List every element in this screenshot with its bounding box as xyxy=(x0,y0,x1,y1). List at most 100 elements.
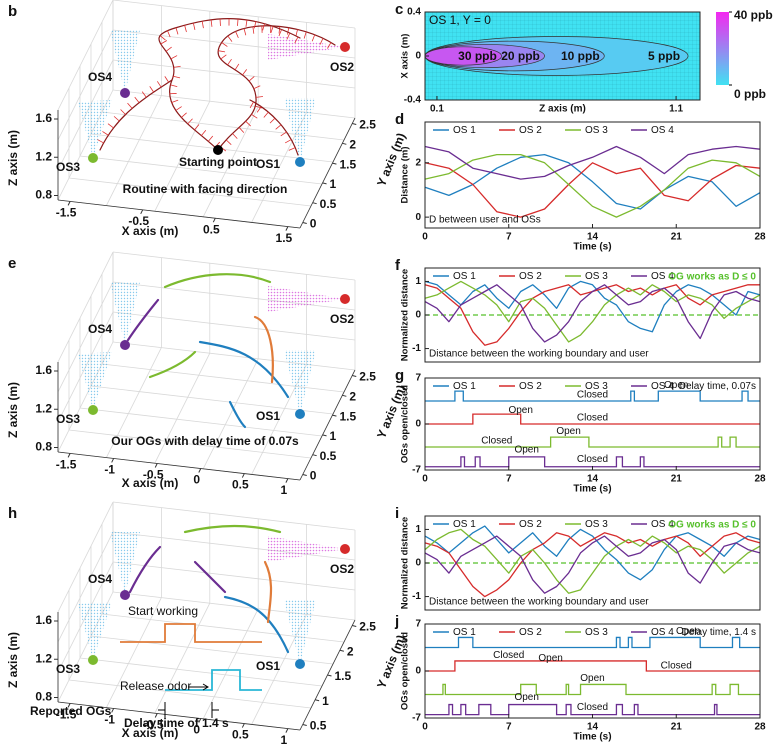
facing-arrow xyxy=(262,23,265,31)
start-label: Starting point xyxy=(179,155,257,169)
data-line xyxy=(424,153,761,210)
wall-grid xyxy=(57,0,114,111)
odor-plume xyxy=(268,286,345,312)
y-tick-label: -0.4 xyxy=(404,95,422,106)
trajectory xyxy=(128,545,162,594)
floor-grid xyxy=(202,106,259,217)
trajectory xyxy=(163,273,272,289)
x-tick-label: 0 xyxy=(422,722,428,733)
odor-plume xyxy=(78,602,112,660)
x-tick xyxy=(67,453,71,458)
z-tick-label: 1.6 xyxy=(35,111,52,125)
legend-label: OS 3 xyxy=(585,271,608,282)
facing-arrow xyxy=(255,105,263,109)
odor-plume xyxy=(268,34,345,60)
source-label: OS4 xyxy=(88,572,112,586)
x-tick-label: 21 xyxy=(671,232,683,243)
y-axis-label: Normalized distance xyxy=(400,517,411,609)
facing-arrow xyxy=(220,54,227,60)
facing-arrow xyxy=(311,34,316,42)
y-tick xyxy=(352,123,357,125)
source-label: OS2 xyxy=(330,60,354,74)
legend-label: OS 3 xyxy=(585,125,608,136)
x-tick xyxy=(154,463,158,468)
facing-arrow xyxy=(156,81,162,88)
inset-arrow xyxy=(188,683,209,691)
odor-plume xyxy=(78,352,112,410)
y-tick-label: 0 xyxy=(415,51,421,62)
data-line xyxy=(424,162,761,218)
facing-arrow xyxy=(242,69,248,76)
x-axis-line xyxy=(57,199,301,229)
z-tick-label: 1.6 xyxy=(35,613,52,627)
facing-arrow xyxy=(235,31,239,39)
trajectory xyxy=(198,340,290,399)
state-label: Closed xyxy=(493,650,524,661)
y-tick-label: 0.5 xyxy=(310,719,327,733)
inset-label: Release odor xyxy=(120,679,191,693)
x-tick-label: 14 xyxy=(587,474,599,485)
legend-label: OS 4 xyxy=(651,381,674,392)
annotation: Delay time, 0.07s xyxy=(679,381,756,392)
z-tick-label: 0.8 xyxy=(35,188,52,202)
legend-label: OS 2 xyxy=(519,125,542,136)
panel-letter: c xyxy=(395,1,403,18)
floor-grid xyxy=(106,95,162,206)
facing-arrow xyxy=(287,27,290,35)
state-trace xyxy=(425,413,760,425)
y-axis-label: X axis (m) xyxy=(400,34,411,79)
floor-grid xyxy=(112,89,356,119)
source-label: OS1 xyxy=(256,157,280,171)
legend-label: OS 1 xyxy=(453,381,476,392)
x-tick xyxy=(67,703,71,708)
state-label: Open xyxy=(514,692,538,703)
floor-grid xyxy=(112,341,356,371)
odor-source xyxy=(295,409,305,419)
state-trace xyxy=(425,636,760,649)
facing-arrow xyxy=(255,96,264,98)
floor-grid xyxy=(90,635,334,665)
source-label: OS3 xyxy=(56,662,80,676)
x-tick-label: 0.5 xyxy=(203,222,220,236)
state-trace xyxy=(425,660,760,672)
odor-plume xyxy=(78,100,112,158)
trajectory xyxy=(158,18,301,151)
y-tick-label: 1.5 xyxy=(339,157,356,171)
y-tick xyxy=(302,724,307,726)
legend-label: OS 4 xyxy=(651,519,674,530)
y-tick-label: 2 xyxy=(349,137,356,151)
facing-arrow xyxy=(184,25,187,33)
data-line xyxy=(424,153,761,218)
facing-arrow xyxy=(175,27,179,35)
facing-arrow xyxy=(107,123,114,129)
y-axis-line xyxy=(299,117,356,229)
x-tick-label: -1 xyxy=(104,713,115,727)
odor-source xyxy=(120,340,130,350)
inset-label: Start working xyxy=(128,604,198,618)
facing-arrow xyxy=(251,114,258,119)
facing-arrow xyxy=(225,139,232,145)
floor-grid xyxy=(90,133,334,163)
y-tick xyxy=(332,162,337,165)
trajectory xyxy=(263,560,273,624)
panel-title: OS 1, Y = 0 xyxy=(429,13,491,27)
odor-plume xyxy=(284,98,316,162)
y-tick-label: 2 xyxy=(349,389,356,403)
inset-trace xyxy=(120,623,262,643)
y-tick-label: -7 xyxy=(412,465,421,476)
legend-label: OS 1 xyxy=(453,271,476,282)
x-axis-label: Time (s) xyxy=(573,732,611,743)
facing-arrow xyxy=(170,55,178,60)
facing-arrow xyxy=(237,18,239,26)
facing-arrow xyxy=(120,109,126,115)
x-axis-line xyxy=(57,451,301,481)
data-line xyxy=(424,284,761,343)
panel-letter: g xyxy=(395,367,404,384)
y-tick-label: 1 xyxy=(322,694,329,708)
trajectory xyxy=(228,400,247,429)
facing-arrow xyxy=(175,106,182,111)
floor-grid xyxy=(202,608,259,719)
facing-arrow xyxy=(253,21,257,29)
facing-arrow xyxy=(192,22,196,30)
